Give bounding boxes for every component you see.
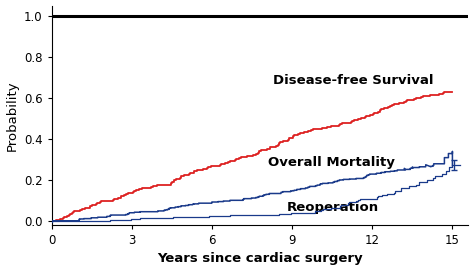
Text: Disease-free Survival: Disease-free Survival bbox=[273, 74, 434, 87]
Text: Reoperation: Reoperation bbox=[287, 201, 379, 214]
X-axis label: Years since cardiac surgery: Years since cardiac surgery bbox=[157, 253, 363, 265]
Y-axis label: Probability: Probability bbox=[6, 80, 18, 150]
Text: Overall Mortality: Overall Mortality bbox=[268, 156, 395, 169]
